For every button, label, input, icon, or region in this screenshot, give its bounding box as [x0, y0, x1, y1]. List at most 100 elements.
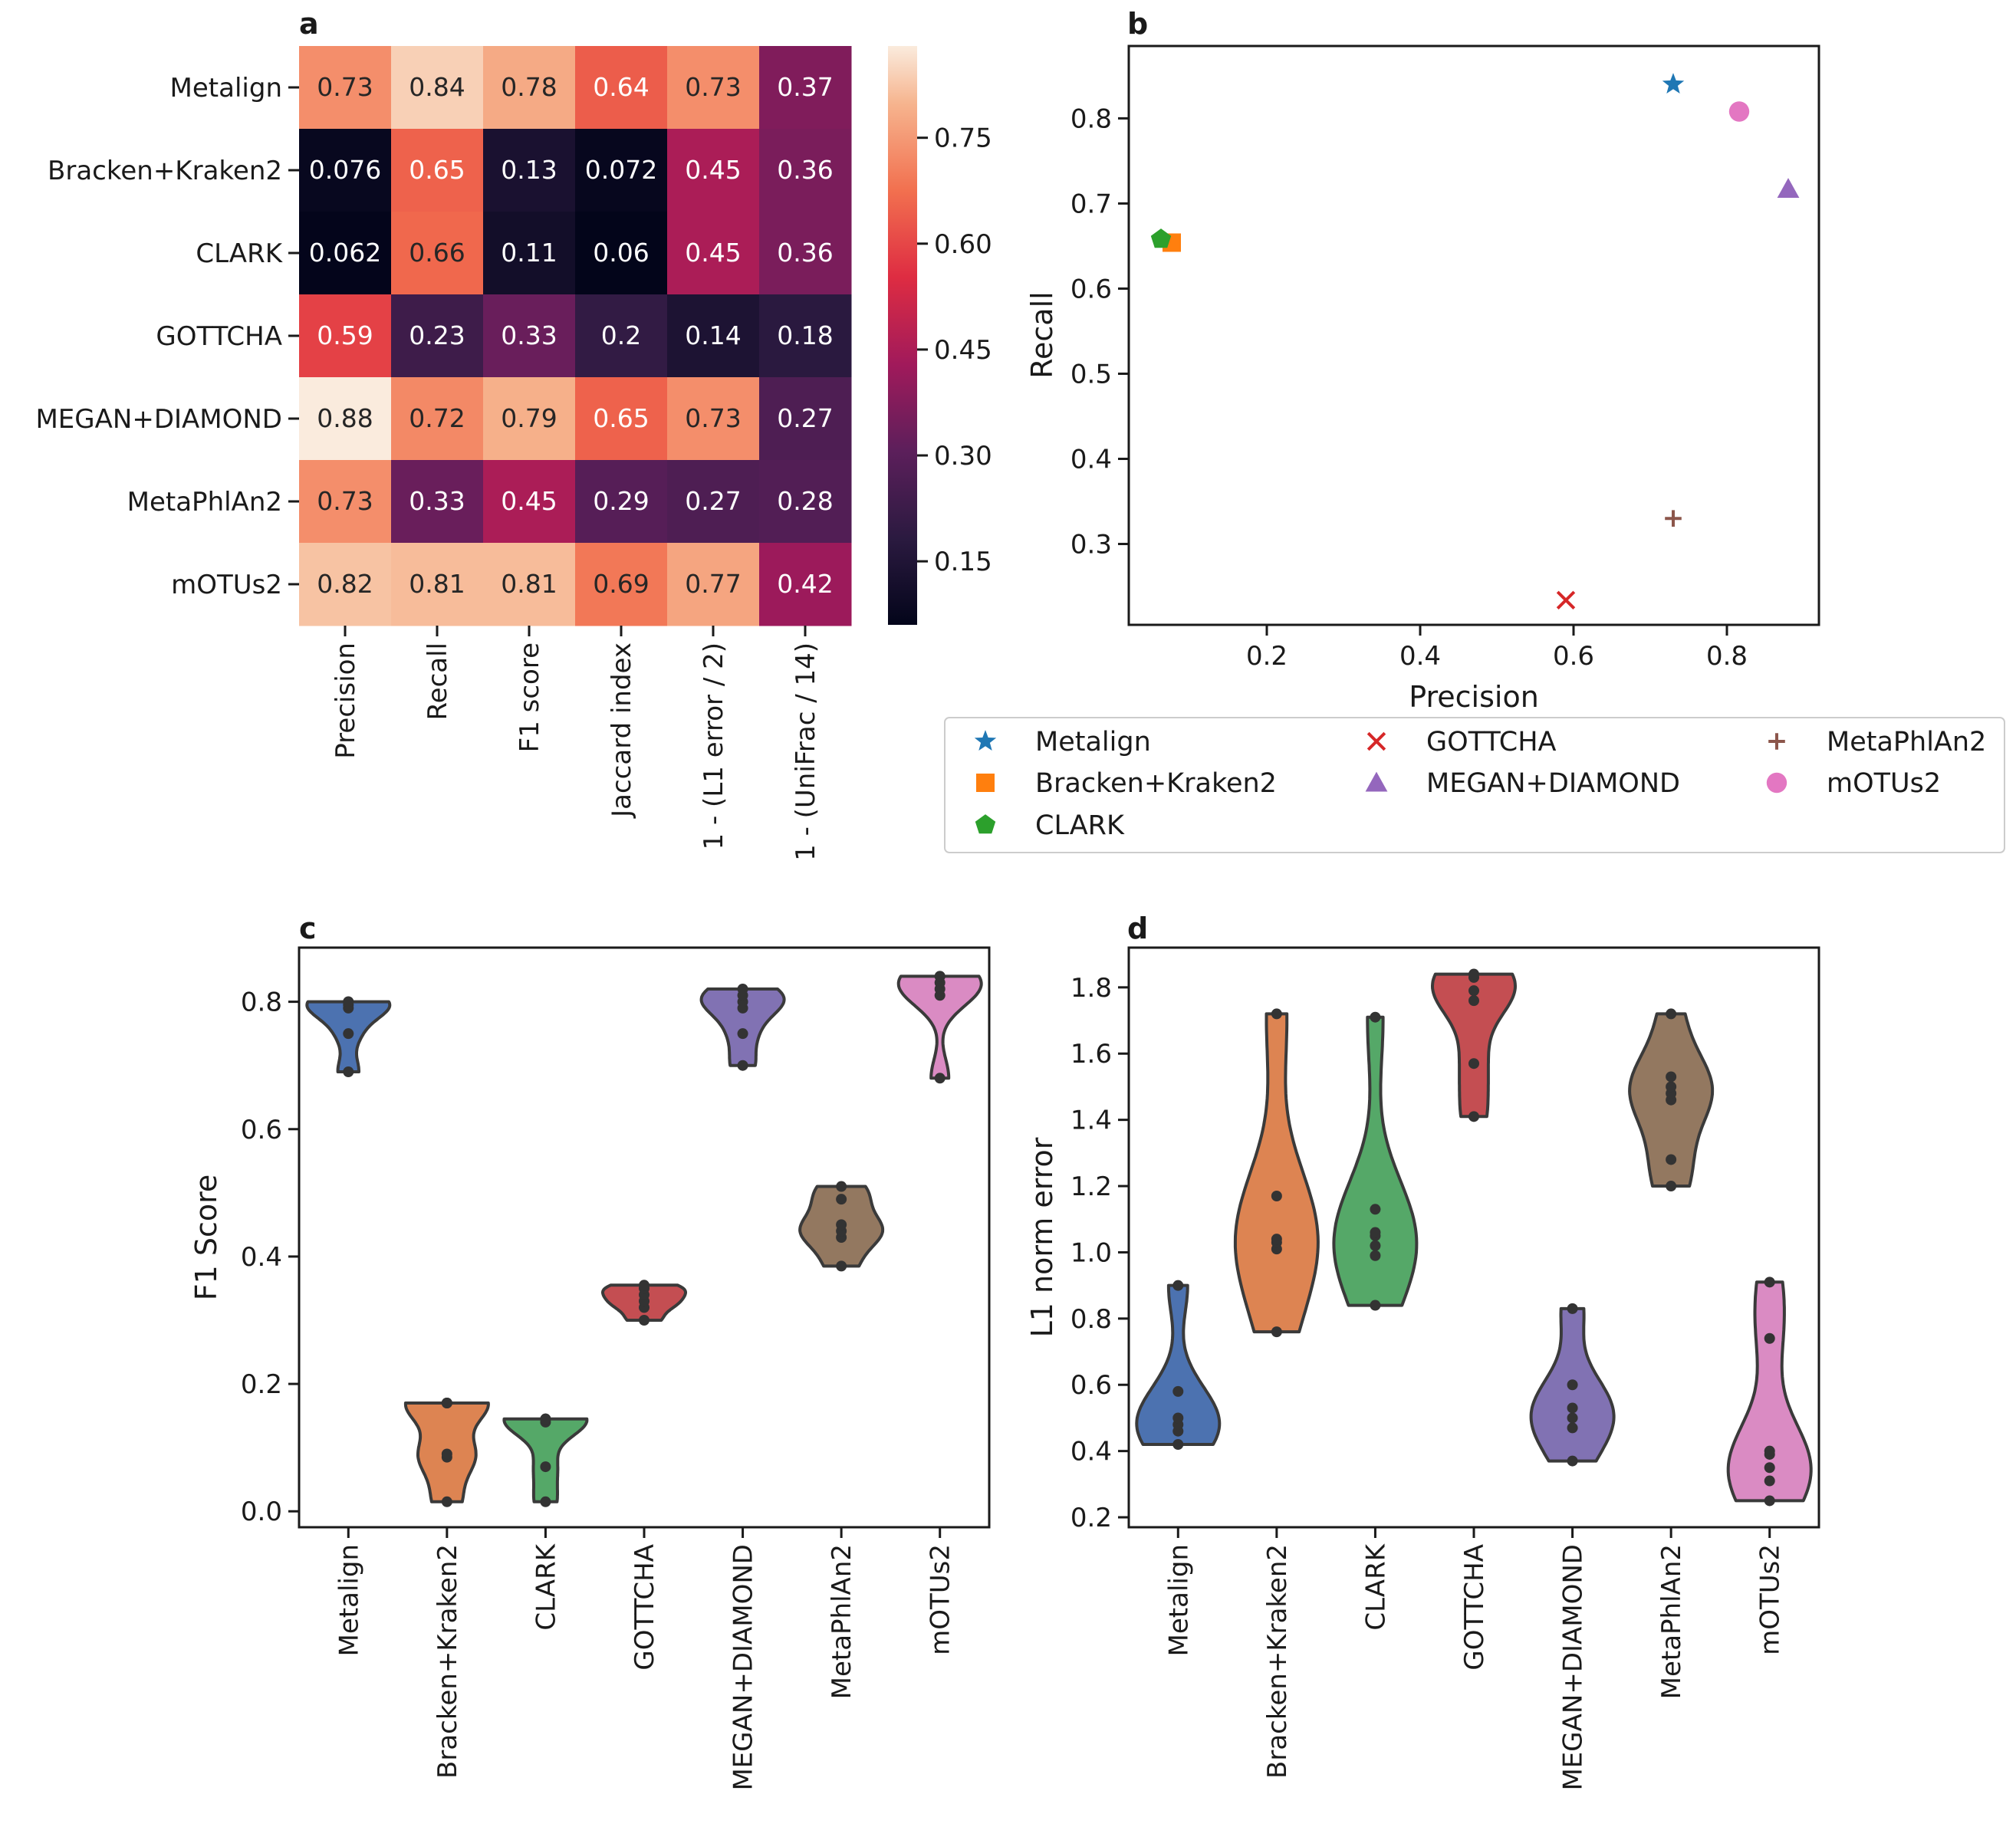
- heatmap-cell-label: 0.81: [409, 569, 465, 599]
- y-tick-label: 1.8: [1070, 973, 1112, 1004]
- heatmap-cell-label: 0.062: [309, 238, 381, 268]
- heatmap-cell: [391, 460, 484, 544]
- y-tick-label: 0.4: [1070, 1437, 1112, 1467]
- x-tick-label: Bracken+Kraken2: [1262, 1544, 1293, 1779]
- violin-point: [1370, 1011, 1381, 1023]
- panel-c-frame: [298, 946, 991, 1529]
- heatmap-cell: [759, 129, 852, 212]
- heatmap-cell-label: 0.36: [777, 238, 833, 268]
- heatmap-cell: [299, 46, 392, 130]
- violin-point: [1666, 1181, 1677, 1192]
- violin-point: [1172, 1385, 1184, 1397]
- heatmap-cell: [575, 212, 668, 295]
- violin-point: [343, 1028, 354, 1040]
- legend-marker: [1766, 772, 1787, 794]
- x-tick-label: mOTUs2: [1755, 1544, 1786, 1655]
- heatmap-cell: [391, 294, 484, 378]
- heatmap-cell-label: 0.66: [409, 238, 465, 268]
- heatmap-cell-label: 0.13: [501, 155, 557, 185]
- heatmap-cell-label: 0.2: [601, 320, 641, 350]
- violin-point: [1172, 1439, 1184, 1450]
- heatmap-column-label: 1 - (UniFrac / 14): [791, 642, 821, 861]
- heatmap-cell-label: 0.69: [593, 569, 649, 599]
- violin-point: [1567, 1402, 1578, 1414]
- heatmap-cell: [391, 377, 484, 461]
- heatmap-cell-label: 0.73: [685, 72, 741, 102]
- legend-marker: [1366, 731, 1386, 751]
- colorbar-tick-label: 0.30: [934, 441, 992, 472]
- panel-a-letter: a: [299, 7, 319, 41]
- heatmap-row-label: GOTTCHA: [156, 321, 282, 352]
- heatmap-cell-label: 0.45: [501, 486, 557, 516]
- violin-point: [639, 1315, 650, 1326]
- heatmap-cell: [299, 377, 392, 461]
- colorbar-ticks: 0.15 0.30 0.45 0.60 0.75: [917, 123, 992, 577]
- heatmap-row-label: Metalign: [170, 73, 282, 104]
- heatmap-cell-label: 0.84: [409, 72, 465, 102]
- violin-body: [1726, 1280, 1813, 1503]
- violin-point: [1370, 1240, 1381, 1251]
- heatmap-cell: [299, 543, 392, 626]
- x-tick-label: MetaPhlAn2: [1656, 1544, 1687, 1699]
- heatmap-cells: 0.73 0.84 0.78 0.64 0.73 0.37 0.076 0.65 0.13 0.0…: [299, 46, 852, 626]
- heatmap-cell: [391, 46, 484, 130]
- heatmap-cell-label: 0.42: [777, 569, 833, 599]
- heatmap-cell: [483, 543, 576, 626]
- legend-label: Bracken+Kraken2: [1035, 768, 1277, 799]
- violin-body: [1135, 1283, 1222, 1446]
- x-tick-label: 0.6: [1553, 641, 1594, 672]
- x-tick-label: MEGAN+DIAMOND: [1558, 1544, 1589, 1791]
- y-tick-label: 0.6: [241, 1115, 282, 1145]
- heatmap-column-label: F1 score: [515, 642, 545, 752]
- violin-body: [1431, 972, 1517, 1119]
- violin-point: [1271, 1234, 1282, 1245]
- scatter-point: [1665, 510, 1682, 527]
- legend-frame: [944, 717, 2005, 853]
- heatmap-cell-label: 0.33: [409, 486, 465, 516]
- violin-point: [1666, 1071, 1677, 1083]
- x-tick-label: 0.2: [1246, 641, 1288, 672]
- heatmap-cell: [483, 294, 576, 378]
- colorbar-tick-label: 0.60: [934, 229, 992, 260]
- violin-point: [1567, 1379, 1578, 1391]
- heatmap-cell: [575, 129, 668, 212]
- violin-point: [540, 1496, 551, 1507]
- violin-point: [934, 1073, 946, 1084]
- heatmap-cell: [575, 294, 668, 378]
- violin-point: [540, 1413, 551, 1424]
- violin-point: [1370, 1204, 1381, 1215]
- heatmap-cell: [759, 543, 852, 626]
- panel-a-heatmap: a 0.73 0.84 0.78 0.64 0.73 0.370.076 0.65 0.13 0…: [35, 7, 992, 861]
- heatmap-cell: [299, 460, 392, 544]
- heatmap-cell: [667, 543, 760, 626]
- legend: Metalign Bracken+Kraken2 CLARK GOTTCHA MEGAN…: [944, 717, 2005, 853]
- heatmap-cell-label: 0.82: [317, 569, 373, 599]
- legend-marker: [974, 730, 997, 751]
- violin-point: [1468, 1111, 1479, 1122]
- violin-point: [1370, 1300, 1381, 1311]
- x-tick-label: CLARK: [1360, 1543, 1391, 1630]
- y-tick-label: 0.6: [1070, 1370, 1112, 1401]
- scatter-point: [1728, 101, 1750, 122]
- heatmap-cell-label: 0.73: [317, 72, 373, 102]
- panel-b-ylabel: Recall: [1025, 291, 1059, 378]
- heatmap-row-label: MetaPhlAn2: [127, 487, 282, 518]
- colorbar-tick-label: 0.15: [934, 547, 992, 577]
- violin-point: [540, 1461, 551, 1473]
- y-tick-label: 0.6: [1070, 274, 1112, 304]
- x-tick-label: GOTTCHA: [1459, 1544, 1490, 1671]
- x-tick-label: Bracken+Kraken2: [432, 1544, 463, 1779]
- y-tick-label: 0.0: [241, 1497, 282, 1527]
- heatmap-row-label: MEGAN+DIAMOND: [35, 404, 282, 435]
- heatmap-cell-label: 0.072: [585, 155, 657, 185]
- y-tick-label: 0.8: [241, 987, 282, 1018]
- violin-point: [1764, 1462, 1775, 1474]
- violin-point: [1764, 1475, 1775, 1487]
- y-tick-label: 0.4: [1070, 444, 1112, 475]
- y-tick-label: 0.3: [1070, 530, 1112, 560]
- heatmap-cell-label: 0.14: [685, 320, 741, 350]
- legend-marker: [1365, 771, 1388, 792]
- x-tick-label: 0.4: [1399, 641, 1441, 672]
- heatmap-column-labels: Precision Recall F1 score Jaccard index 1 - …: [331, 626, 821, 861]
- violin-point: [1370, 1250, 1381, 1261]
